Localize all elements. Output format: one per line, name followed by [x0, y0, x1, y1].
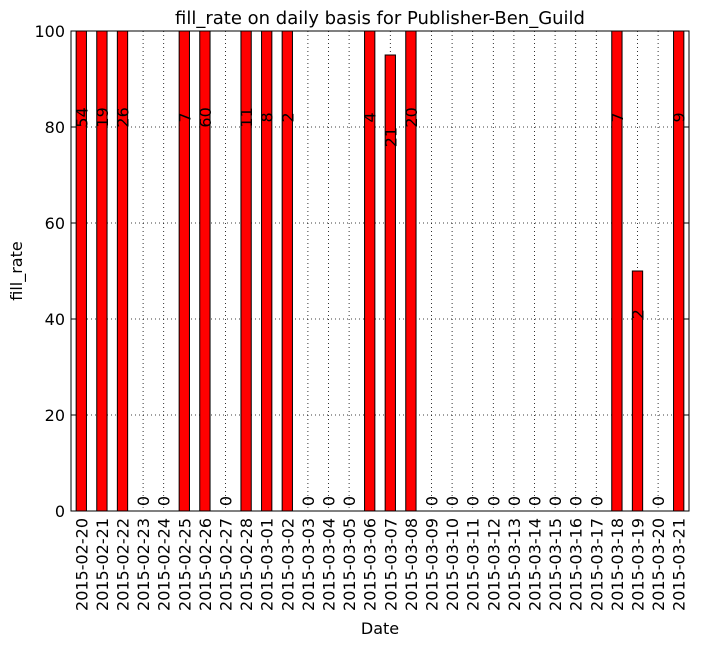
bar-label: 60	[196, 107, 215, 127]
bar-label: 0	[587, 496, 606, 506]
x-tick-label: 2015-02-21	[93, 518, 112, 611]
x-tick-label: 2015-03-10	[443, 518, 462, 611]
bar-label: 20	[402, 107, 421, 127]
bar-label: 0	[340, 496, 359, 506]
x-tick-label: 2015-03-16	[567, 518, 586, 611]
bar-label: 0	[546, 496, 565, 506]
bar-label: 0	[526, 496, 545, 506]
x-tick-label: 2015-03-09	[423, 518, 442, 611]
bar	[673, 30, 685, 512]
y-tick-label: 100	[34, 22, 65, 41]
bar-label: 2	[278, 112, 297, 122]
x-tick-label: 2015-03-04	[320, 518, 339, 611]
bar-label: 0	[464, 496, 483, 506]
bar-label: 7	[175, 112, 194, 122]
bar-label: 21	[381, 127, 400, 147]
x-tick-label: 2015-02-26	[196, 518, 215, 611]
x-tick-label: 2015-02-27	[217, 518, 236, 611]
bar-label: 4	[361, 112, 380, 122]
x-tick-label: 2015-02-28	[237, 518, 256, 611]
x-tick-label: 2015-03-20	[649, 518, 668, 611]
y-tick-label: 0	[55, 502, 65, 521]
bar	[384, 54, 396, 512]
bar-label: 7	[608, 112, 627, 122]
bar	[96, 30, 108, 512]
x-axis-label: Date	[361, 619, 399, 638]
bar	[240, 30, 252, 512]
bar-label: 19	[93, 107, 112, 127]
x-tick-label: 2015-02-23	[134, 518, 153, 611]
bar-label: 0	[423, 496, 442, 506]
bar	[405, 30, 417, 512]
x-tick-label: 2015-03-02	[278, 518, 297, 611]
bar-label: 0	[505, 496, 524, 506]
bar	[199, 30, 211, 512]
bar-label: 0	[484, 496, 503, 506]
bar-label: 11	[237, 107, 256, 127]
bar-label: 0	[443, 496, 462, 506]
x-tick-label: 2015-03-12	[484, 518, 503, 611]
x-tick-label: 2015-02-24	[155, 518, 174, 611]
x-tick-label: 2015-03-01	[258, 518, 277, 611]
bar	[611, 30, 623, 512]
x-tick-label: 2015-03-18	[608, 518, 627, 611]
bar	[631, 270, 644, 512]
y-tick-label: 80	[45, 118, 65, 137]
bar	[281, 30, 293, 512]
chart-title: fill_rate on daily basis for Publisher-B…	[175, 8, 585, 29]
bar-label: 54	[72, 107, 91, 127]
bar-label: 0	[320, 496, 339, 506]
x-tick-label: 2015-02-22	[114, 518, 133, 611]
bar	[261, 30, 273, 512]
y-tick-label: 40	[45, 310, 65, 329]
x-tick-label: 2015-03-07	[381, 518, 400, 611]
bar-label: 0	[299, 496, 318, 506]
x-tick-label: 2015-03-14	[526, 518, 545, 611]
x-tick-label: 2015-02-25	[175, 518, 194, 611]
x-tick-label: 2015-03-21	[670, 518, 689, 611]
bar-label: 0	[649, 496, 668, 506]
bar-label: 8	[258, 112, 277, 122]
bar-label: 0	[155, 496, 174, 506]
y-tick-label: 20	[45, 406, 65, 425]
bar-label: 2	[629, 309, 648, 319]
y-axis-label: fill_rate	[7, 241, 27, 300]
plot-frame	[70, 30, 690, 512]
bar	[178, 30, 190, 512]
x-tick-label: 2015-03-13	[505, 518, 524, 611]
x-tick-label: 2015-03-17	[587, 518, 606, 611]
bar	[364, 30, 376, 512]
bar-label: 0	[217, 496, 236, 506]
x-tick-label: 2015-03-05	[340, 518, 359, 611]
bar-label: 9	[670, 112, 689, 122]
x-tick-label: 2015-03-08	[402, 518, 421, 611]
x-tick-label: 2015-03-15	[546, 518, 565, 611]
y-tick-label: 60	[45, 214, 65, 233]
bar	[116, 30, 129, 512]
bar	[75, 30, 87, 512]
x-tick-label: 2015-02-20	[72, 518, 91, 611]
bar-label: 0	[567, 496, 586, 506]
x-tick-label: 2015-03-03	[299, 518, 318, 611]
x-tick-label: 2015-03-11	[464, 518, 483, 611]
bar-label: 26	[114, 107, 133, 127]
bar-label: 0	[134, 496, 153, 506]
x-tick-label: 2015-03-19	[629, 518, 648, 611]
x-tick-label: 2015-03-06	[361, 518, 380, 611]
